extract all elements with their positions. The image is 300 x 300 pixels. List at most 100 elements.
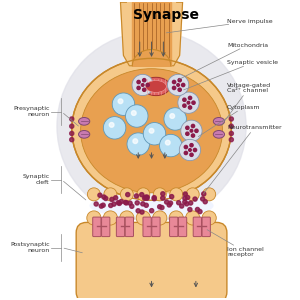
Circle shape: [57, 32, 246, 221]
Circle shape: [158, 205, 162, 209]
Circle shape: [188, 208, 192, 212]
Circle shape: [124, 200, 128, 205]
Circle shape: [229, 117, 233, 121]
Circle shape: [109, 122, 114, 127]
Circle shape: [103, 117, 126, 139]
Circle shape: [146, 83, 149, 87]
Circle shape: [161, 192, 165, 196]
Circle shape: [190, 153, 193, 156]
Circle shape: [183, 200, 187, 204]
FancyBboxPatch shape: [178, 217, 187, 237]
Circle shape: [99, 204, 104, 208]
FancyBboxPatch shape: [125, 217, 134, 237]
Circle shape: [198, 209, 202, 214]
Polygon shape: [132, 2, 171, 64]
Circle shape: [168, 201, 172, 205]
Ellipse shape: [89, 193, 214, 218]
Circle shape: [94, 202, 98, 206]
Circle shape: [98, 193, 102, 197]
Circle shape: [70, 138, 74, 142]
Circle shape: [128, 201, 132, 205]
Circle shape: [189, 149, 191, 151]
Circle shape: [229, 124, 233, 128]
Ellipse shape: [142, 77, 170, 96]
Circle shape: [134, 194, 139, 198]
FancyBboxPatch shape: [202, 217, 210, 237]
Circle shape: [145, 195, 149, 199]
Circle shape: [186, 188, 199, 201]
Circle shape: [169, 195, 174, 199]
Circle shape: [186, 132, 189, 135]
Circle shape: [184, 146, 188, 149]
Circle shape: [102, 195, 106, 199]
Circle shape: [145, 196, 149, 200]
Circle shape: [101, 203, 105, 207]
Circle shape: [117, 201, 122, 206]
Text: Neurotransmitter: Neurotransmitter: [203, 125, 281, 194]
Circle shape: [137, 80, 140, 84]
FancyBboxPatch shape: [169, 217, 178, 237]
Circle shape: [192, 101, 195, 104]
Circle shape: [141, 202, 145, 206]
FancyBboxPatch shape: [116, 217, 124, 237]
Circle shape: [184, 202, 189, 206]
Circle shape: [181, 120, 202, 141]
Circle shape: [178, 92, 199, 113]
Circle shape: [104, 196, 108, 200]
Circle shape: [70, 117, 74, 121]
Circle shape: [110, 197, 114, 202]
Circle shape: [127, 133, 149, 155]
Circle shape: [152, 196, 156, 201]
Ellipse shape: [213, 130, 224, 138]
Text: Voltage-gated
Ca²⁺ channel: Voltage-gated Ca²⁺ channel: [221, 82, 271, 126]
Circle shape: [141, 84, 144, 86]
Circle shape: [183, 192, 187, 196]
FancyBboxPatch shape: [152, 217, 160, 237]
Circle shape: [132, 74, 153, 96]
Circle shape: [160, 206, 164, 210]
Circle shape: [185, 195, 190, 200]
Text: Mitochondria: Mitochondria: [179, 43, 268, 79]
Ellipse shape: [79, 130, 90, 138]
Circle shape: [169, 211, 183, 225]
Circle shape: [195, 129, 198, 132]
Ellipse shape: [79, 118, 90, 125]
Circle shape: [112, 93, 135, 116]
Circle shape: [118, 99, 123, 103]
Text: Synaptic
cleft: Synaptic cleft: [22, 174, 50, 185]
Circle shape: [189, 201, 193, 205]
Circle shape: [201, 197, 205, 201]
Circle shape: [70, 131, 74, 136]
Text: Postsynaptic
neuron: Postsynaptic neuron: [10, 242, 50, 253]
Circle shape: [186, 126, 189, 130]
Circle shape: [70, 124, 74, 128]
Circle shape: [143, 122, 166, 145]
Circle shape: [183, 104, 186, 107]
Circle shape: [180, 204, 184, 208]
Circle shape: [87, 211, 101, 225]
Circle shape: [131, 111, 136, 116]
Circle shape: [164, 108, 186, 130]
Circle shape: [109, 203, 113, 208]
Circle shape: [144, 195, 148, 199]
Circle shape: [170, 114, 175, 118]
Circle shape: [142, 196, 147, 200]
Circle shape: [202, 211, 216, 225]
Ellipse shape: [72, 58, 231, 200]
Circle shape: [167, 74, 189, 96]
Circle shape: [190, 130, 193, 132]
Circle shape: [126, 193, 130, 197]
FancyBboxPatch shape: [76, 222, 227, 300]
Circle shape: [160, 134, 182, 157]
Circle shape: [137, 188, 150, 201]
Circle shape: [161, 196, 165, 200]
Circle shape: [112, 202, 116, 206]
Circle shape: [186, 211, 200, 225]
Circle shape: [191, 134, 195, 137]
Circle shape: [150, 208, 154, 213]
Circle shape: [182, 83, 185, 87]
Circle shape: [87, 188, 101, 201]
Circle shape: [229, 131, 233, 136]
Circle shape: [104, 188, 117, 201]
Circle shape: [119, 200, 123, 204]
